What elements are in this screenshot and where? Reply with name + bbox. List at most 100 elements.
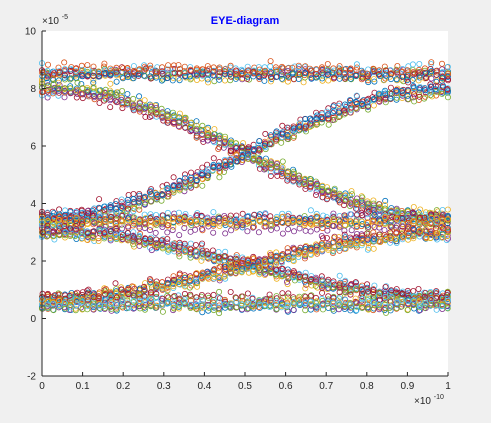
data-point	[318, 240, 325, 247]
data-point	[51, 219, 58, 226]
data-point	[391, 236, 398, 243]
data-point	[308, 273, 315, 280]
data-point	[262, 267, 269, 274]
data-point	[193, 221, 200, 228]
data-point	[159, 212, 166, 219]
data-point	[238, 259, 245, 266]
data-point	[141, 211, 148, 218]
data-point	[147, 73, 154, 80]
data-point	[364, 73, 371, 80]
data-point	[371, 282, 378, 289]
data-point	[175, 250, 182, 257]
data-point	[319, 225, 326, 232]
data-point	[107, 293, 114, 300]
data-point	[352, 198, 359, 205]
data-point	[215, 268, 222, 275]
data-point	[341, 111, 348, 118]
data-point	[381, 232, 388, 239]
data-point	[388, 223, 395, 230]
data-point	[210, 291, 217, 298]
data-point	[272, 64, 279, 71]
data-point	[40, 229, 47, 236]
y-exponent-power: -5	[62, 14, 68, 21]
data-point	[159, 308, 166, 315]
data-point	[141, 97, 148, 104]
data-point	[440, 225, 447, 232]
data-point	[187, 274, 194, 281]
data-point	[250, 73, 257, 80]
data-point	[410, 218, 417, 225]
data-point	[279, 290, 286, 297]
data-point	[90, 302, 97, 309]
data-point	[216, 222, 223, 229]
data-point	[147, 218, 154, 225]
data-point	[388, 287, 395, 294]
data-point	[411, 98, 418, 105]
data-point	[381, 90, 388, 97]
data-point	[388, 294, 395, 301]
data-point	[266, 303, 273, 310]
data-point	[84, 221, 91, 228]
data-point	[199, 122, 206, 129]
data-point	[255, 141, 262, 148]
data-point	[164, 111, 171, 118]
data-point	[84, 62, 91, 69]
data-point	[227, 265, 234, 272]
data-point	[205, 172, 212, 179]
data-point	[124, 71, 131, 78]
data-point	[67, 85, 74, 92]
data-point	[302, 269, 309, 276]
data-point	[85, 286, 92, 293]
data-point	[427, 231, 434, 238]
data-point	[101, 60, 108, 67]
data-point	[285, 269, 292, 276]
data-point	[117, 293, 124, 300]
data-point	[159, 64, 166, 71]
data-point	[284, 302, 291, 309]
data-point	[347, 106, 354, 113]
data-point	[382, 283, 389, 290]
data-point	[364, 236, 371, 243]
data-point	[410, 297, 417, 304]
data-point	[153, 191, 160, 198]
data-point	[285, 136, 292, 143]
data-point	[400, 234, 407, 241]
data-point	[45, 83, 52, 90]
data-point	[279, 71, 286, 78]
data-point	[193, 134, 200, 141]
data-point	[221, 253, 228, 260]
data-point	[363, 96, 370, 103]
data-point	[394, 63, 401, 70]
data-point	[210, 64, 217, 71]
data-point	[404, 67, 411, 74]
data-point	[193, 118, 200, 125]
data-point	[335, 306, 342, 313]
data-point	[140, 72, 147, 79]
data-point	[364, 207, 371, 214]
data-point	[255, 229, 262, 236]
data-point	[239, 154, 246, 161]
data-point	[262, 155, 269, 162]
data-point	[301, 300, 308, 307]
data-point	[279, 134, 286, 141]
data-point	[158, 77, 165, 84]
data-point	[164, 286, 171, 293]
data-point	[215, 274, 222, 281]
data-point	[296, 214, 303, 221]
data-point	[336, 63, 343, 70]
data-point	[330, 102, 337, 109]
data-point	[313, 66, 320, 73]
data-point	[211, 267, 218, 274]
data-point	[45, 61, 52, 68]
data-point	[323, 214, 330, 221]
data-point	[261, 255, 268, 262]
data-point	[433, 288, 440, 295]
data-point	[278, 259, 285, 266]
data-point	[227, 71, 234, 78]
data-point	[387, 219, 394, 226]
data-point	[199, 68, 206, 75]
data-point	[164, 113, 171, 120]
data-point	[295, 175, 302, 182]
data-point	[290, 133, 297, 140]
data-point	[187, 304, 194, 311]
